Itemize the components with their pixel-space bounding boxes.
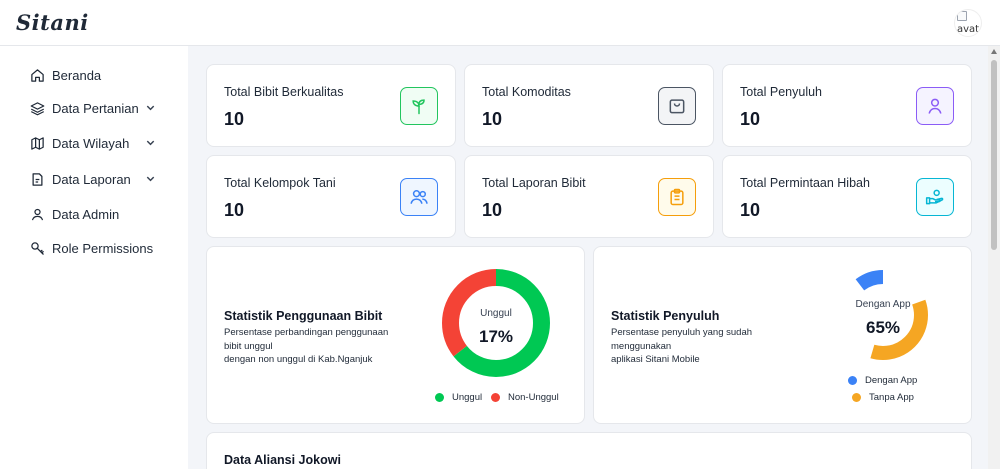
scroll-up-arrow-icon[interactable]: [991, 49, 997, 54]
legend-label: Tanpa App: [869, 392, 914, 403]
sidebar-item-label: Data Admin: [52, 206, 120, 222]
legend-item-dengan-app[interactable]: Dengan App: [848, 375, 917, 386]
report-icon: [32, 172, 43, 186]
stat-label: Total Bibit Berkualitas: [224, 85, 344, 99]
legend-dot: [435, 393, 444, 402]
donut-center-value: 65%: [865, 318, 901, 337]
chart-title: Statistik Penggunaan Bibit: [224, 309, 383, 323]
hand-give-icon: [916, 178, 954, 216]
sidebar-item-label: Role Permissions: [52, 240, 154, 256]
donut-slice-non-unggul[interactable]: [442, 269, 550, 377]
sprout-icon: [400, 87, 438, 125]
legend-item-tanpa-app[interactable]: Tanpa App: [852, 392, 914, 403]
sidebar-item-label: Beranda: [52, 67, 102, 83]
stat-card-permintaan-hibah: Total Permintaan Hibah 10: [722, 155, 972, 238]
chart-description-line: bibit unggul: [224, 340, 273, 352]
sidebar-item-data-admin[interactable]: Data Admin: [30, 203, 170, 225]
chart-title: Statistik Penyuluh: [611, 309, 720, 323]
stat-card-bibit-berkualitas: Total Bibit Berkualitas 10: [206, 64, 456, 147]
sidebar: Beranda Data Pertanian Data Wilayah Data…: [0, 46, 188, 469]
stat-card-kelompok-tani: Total Kelompok Tani 10: [206, 155, 456, 238]
sidebar-item-label: Data Wilayah: [52, 135, 130, 151]
stat-label: Total Permintaan Hibah: [740, 176, 870, 190]
sidebar-item-beranda[interactable]: Beranda: [30, 64, 170, 86]
legend-dot: [848, 376, 857, 385]
clipboard-icon: [658, 178, 696, 216]
chart-description-line: menggunakan: [611, 340, 672, 352]
key-icon: [31, 241, 44, 255]
user-avatar[interactable]: avat: [954, 9, 982, 37]
donut-chart-bibit[interactable]: [441, 268, 551, 378]
avatar-alt-text: avat: [957, 24, 980, 35]
broken-image-icon: [957, 11, 967, 21]
stat-value: 10: [482, 200, 503, 220]
brand-logo[interactable]: Sitani: [16, 10, 89, 35]
chart-description-line: dengan non unggul di Kab.Nganjuk: [224, 354, 373, 365]
stat-value: 10: [482, 109, 503, 129]
sidebar-item-role-permissions[interactable]: Role Permissions: [30, 237, 170, 259]
legend-label: Unggul: [452, 392, 483, 403]
users-icon: [400, 178, 438, 216]
legend-dot: [491, 393, 500, 402]
donut-chart-penyuluh[interactable]: [837, 269, 929, 361]
scrollbar-thumb[interactable]: [991, 60, 997, 250]
sidebar-item-label: Data Laporan: [52, 171, 131, 187]
chart-description-line: aplikasi Sitani Mobile: [611, 354, 700, 365]
stat-card-laporan-bibit: Total Laporan Bibit 10: [464, 155, 714, 238]
stat-value: 10: [224, 200, 245, 220]
sidebar-item-label: Data Pertanian: [52, 100, 139, 116]
stat-card-penyuluh: Total Penyuluh 10: [722, 64, 972, 147]
page-scrollbar[interactable]: [988, 46, 1000, 469]
legend-item-unggul[interactable]: Unggul: [435, 392, 482, 403]
chart-card-penggunaan-bibit: Statistik Penggunaan Bibit Persentase pe…: [206, 246, 585, 424]
home-icon: [31, 68, 44, 82]
stat-label: Total Penyuluh: [740, 85, 823, 99]
chart-description: Persentase perbandingan penggunaan bibit…: [224, 326, 399, 367]
chevron-down-icon[interactable]: [145, 102, 156, 113]
donut-slice-dengan-app[interactable]: [838, 270, 928, 360]
chevron-down-icon[interactable]: [145, 137, 156, 148]
package-icon: [658, 87, 696, 125]
donut-center-value: 17%: [478, 327, 514, 346]
stat-value: 10: [224, 109, 245, 129]
sidebar-item-data-pertanian[interactable]: Data Pertanian: [30, 97, 170, 119]
stat-value: 10: [740, 200, 761, 220]
aliansi-card: Data Aliansi Jokowi: [206, 432, 972, 469]
stat-value: 10: [740, 109, 761, 129]
user-icon: [31, 208, 44, 220]
donut-center-label: Dengan App: [855, 299, 911, 310]
stat-label: Total Kelompok Tani: [224, 176, 336, 190]
chevron-down-icon[interactable]: [145, 173, 156, 184]
stat-label: Total Laporan Bibit: [482, 176, 586, 190]
legend-label: Dengan App: [865, 375, 918, 386]
legend-dot: [852, 393, 861, 402]
chart-card-penyuluh: Statistik Penyuluh Persentase penyuluh y…: [593, 246, 972, 424]
sidebar-item-data-laporan[interactable]: Data Laporan: [30, 168, 170, 190]
top-navbar: Sitani avat: [0, 0, 1000, 46]
map-icon: [31, 136, 44, 150]
stat-card-komoditas: Total Komoditas 10: [464, 64, 714, 147]
legend-item-non-unggul[interactable]: Non-Unggul: [491, 392, 559, 403]
section-title: Data Aliansi Jokowi: [224, 453, 341, 467]
chart-description-line: Persentase penyuluh yang sudah: [611, 327, 753, 338]
donut-center-label: Unggul: [480, 308, 512, 319]
sidebar-item-data-wilayah[interactable]: Data Wilayah: [30, 132, 170, 154]
layers-icon: [30, 101, 45, 115]
stat-label: Total Komoditas: [482, 85, 571, 99]
chart-description-line: Persentase perbandingan penggunaan: [224, 327, 389, 338]
user-icon: [916, 87, 954, 125]
donut-slice-tanpa-app[interactable]: [838, 270, 928, 360]
chart-description: Persentase penyuluh yang sudah menggunak…: [611, 326, 786, 367]
main-content: Total Bibit Berkualitas 10 Total Komodit…: [188, 46, 988, 469]
legend-label: Non-Unggul: [508, 392, 559, 403]
